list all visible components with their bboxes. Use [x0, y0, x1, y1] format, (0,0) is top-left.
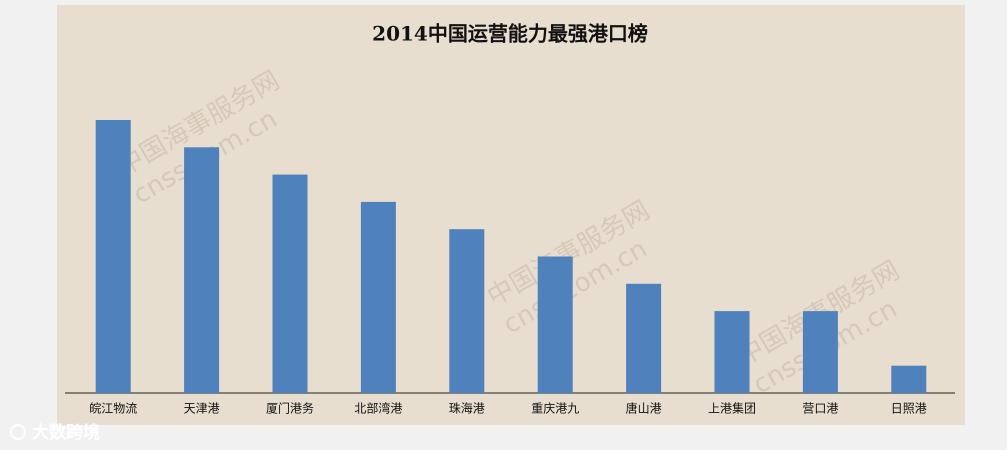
x-tick-label: 上港集团 [708, 401, 756, 416]
chart-title: 2014中国运营能力最强港口榜 [372, 22, 648, 46]
logo-text: 大数跨境 [32, 422, 100, 443]
logo-icon [10, 424, 26, 440]
bar [360, 201, 396, 393]
bar [626, 283, 662, 393]
x-tick-label: 皖江物流 [89, 402, 137, 416]
x-tick-label: 北部湾港 [354, 401, 402, 416]
x-tick-label: 珠海港 [449, 401, 485, 416]
bar [449, 229, 485, 393]
bar [537, 256, 573, 393]
x-tick-label: 唐山港 [626, 401, 662, 416]
bar [95, 120, 131, 393]
bar [714, 311, 750, 393]
x-tick-label: 重庆港九 [531, 402, 579, 416]
x-tick-label: 天津港 [184, 402, 220, 416]
bar [802, 311, 838, 393]
bar [891, 365, 927, 393]
bar [272, 174, 308, 393]
x-tick-label: 营口港 [802, 402, 838, 416]
x-tick-label: 厦门港务 [266, 401, 314, 416]
bar [184, 147, 220, 393]
x-tick-label: 日照港 [891, 402, 927, 416]
